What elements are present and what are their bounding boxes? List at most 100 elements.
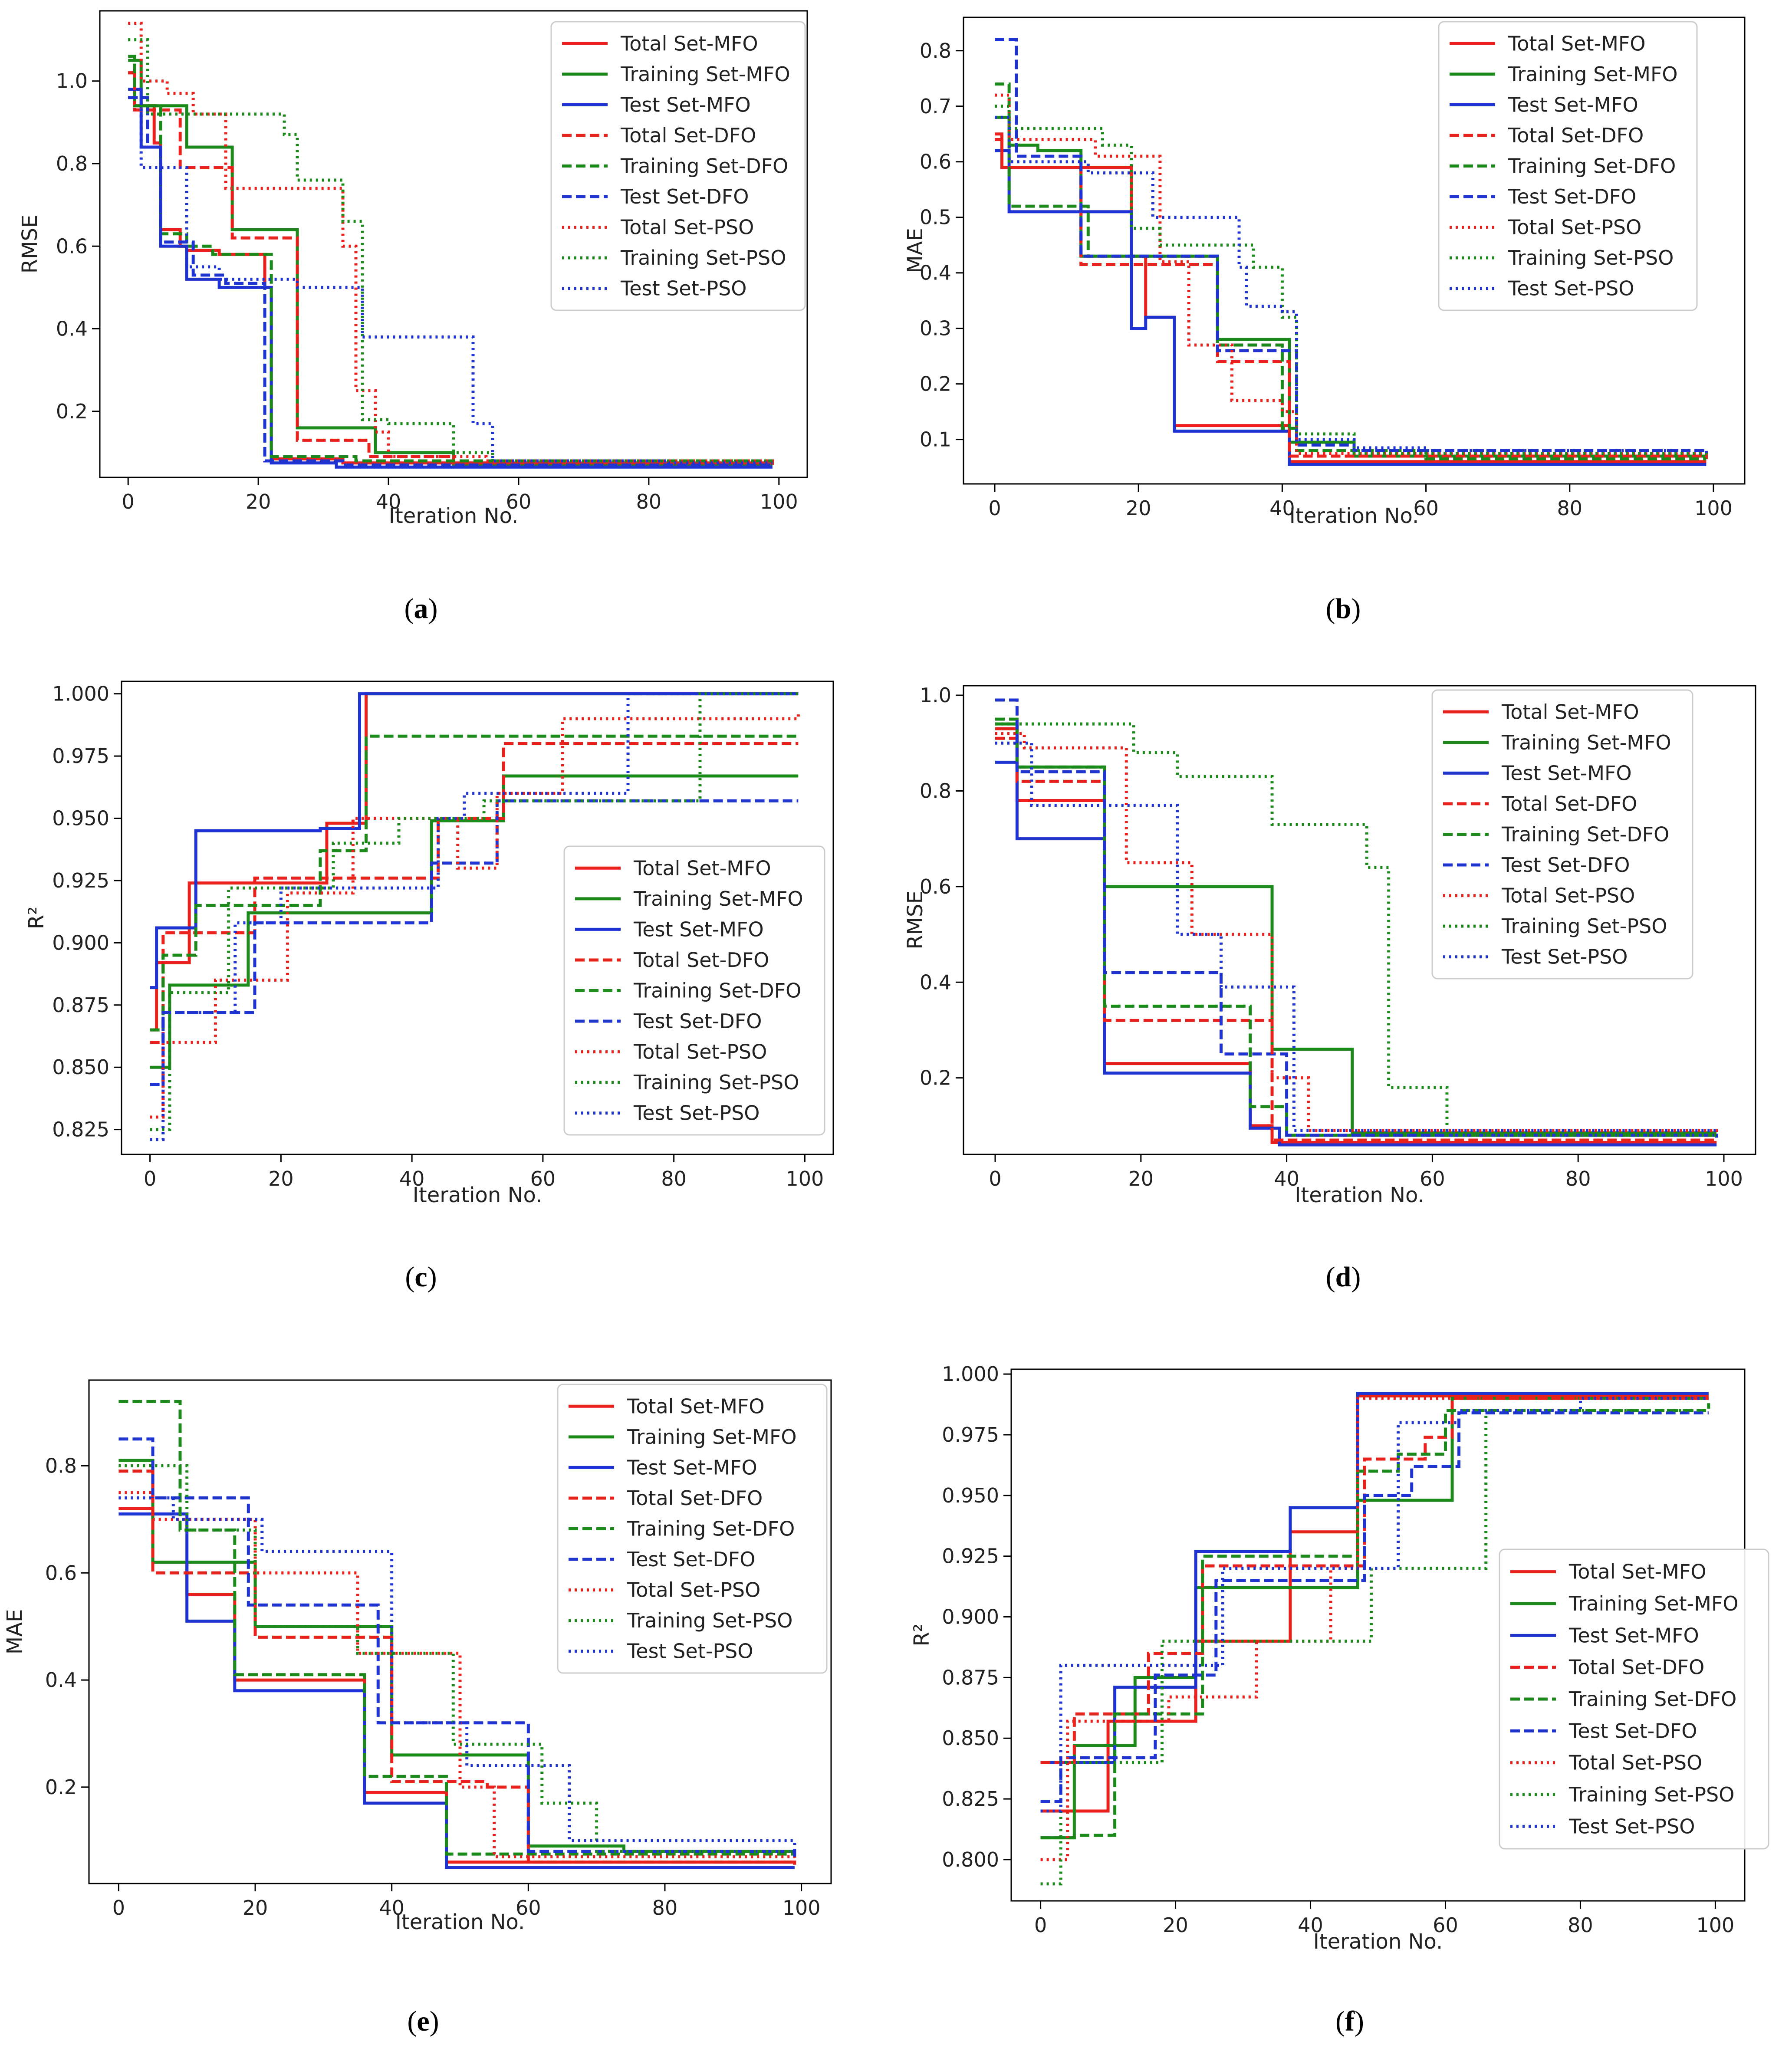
series-group xyxy=(128,22,774,469)
legend-label: Training Set-MFO xyxy=(1508,62,1678,86)
x-tick-label: 80 xyxy=(1565,1167,1591,1190)
legend-label: Test Set-MFO xyxy=(1508,93,1638,116)
x-tick-label: 80 xyxy=(652,1896,678,1920)
legend-label: Training Set-DFO xyxy=(1508,155,1676,178)
x-tick-label: 60 xyxy=(530,1167,556,1190)
legend-label: Training Set-DFO xyxy=(620,155,788,178)
x-tick-label: 0 xyxy=(144,1167,156,1190)
series-line-test-set-dfo xyxy=(1040,1411,1709,1803)
series-line-test-set-mfo xyxy=(128,88,773,469)
legend: Total Set-MFO Training Set-MFO Test Set-MF… xyxy=(557,1384,828,1674)
chart-panel-e: 0 20 40 60 80 100 0.2 0.4 0.6 0.8 Iteration No. MAE… xyxy=(0,1350,896,2048)
series-line-training-set-dfo xyxy=(995,82,1707,460)
legend-label: Training Set-DFO xyxy=(1568,1687,1736,1711)
y-tick-label: 0.4 xyxy=(920,261,951,285)
series-line-training-set-pso xyxy=(995,105,1708,457)
y-tick-label: 0.925 xyxy=(52,869,109,892)
y-tick-label: 0.7 xyxy=(920,95,951,118)
y-tick-label: 0.850 xyxy=(52,1055,109,1079)
legend-label: Total Set-MFO xyxy=(620,32,758,55)
x-tick-label: 60 xyxy=(506,490,532,513)
caption-c: (c) xyxy=(405,1261,437,1293)
legend-label: Total Set-MFO xyxy=(1568,1560,1707,1584)
x-tick-label: 80 xyxy=(1557,496,1583,520)
y-tick-label: 0.3 xyxy=(920,317,951,340)
legend-label: Test Set-MFO xyxy=(633,917,764,941)
series-line-test-set-pso xyxy=(995,115,1708,454)
y-tick-label: 0.875 xyxy=(52,993,109,1017)
legend-box xyxy=(1499,1548,1769,1850)
legend-label: Total Set-DFO xyxy=(620,124,756,147)
x-tick-label: 100 xyxy=(1696,1913,1734,1937)
x-tick-label: 40 xyxy=(379,1896,404,1920)
chart-svg-a: 0 20 40 60 80 100 0.2 0.4 0.6 0.8 1.0 Iteration No.… xyxy=(18,10,808,528)
caption-e: (e) xyxy=(407,2005,439,2037)
legend-label: Test Set-PSO xyxy=(620,277,747,300)
legend-label: Total Set-PSO xyxy=(1568,1751,1702,1775)
legend-label: Training Set-MFO xyxy=(1501,731,1671,754)
plot-frame xyxy=(963,16,1746,485)
legend-label: Test Set-PSO xyxy=(633,1101,760,1125)
y-axis-label: MAE xyxy=(3,1609,27,1655)
x-tick-label: 100 xyxy=(1694,496,1733,520)
legend-label: Total Set-DFO xyxy=(627,1486,763,1510)
x-axis-label: Iteration No. xyxy=(1289,504,1419,528)
y-tick-label: 0.975 xyxy=(52,744,109,768)
y-axis-label: RMSE xyxy=(18,215,42,274)
y-tick-label: 0.975 xyxy=(942,1423,999,1446)
caption-b: (b) xyxy=(1325,593,1361,625)
series-line-total-set-pso xyxy=(118,1491,796,1862)
legend-label: Test Set-DFO xyxy=(1568,1719,1697,1742)
legend-label: Test Set-DFO xyxy=(633,1009,762,1033)
y-tick-label: 0.875 xyxy=(942,1666,999,1689)
x-tick-label: 20 xyxy=(243,1896,268,1920)
series-line-total-set-dfo xyxy=(128,71,773,465)
x-tick-label: 40 xyxy=(376,490,401,513)
legend-label: Training Set-DFO xyxy=(1501,823,1669,846)
caption-f: (f) xyxy=(1335,2005,1364,2037)
y-tick-label: 0.4 xyxy=(45,1668,77,1692)
series-line-test-set-dfo xyxy=(118,1437,796,1857)
x-tick-label: 20 xyxy=(1128,1167,1154,1190)
legend-label: Total Set-PSO xyxy=(620,216,754,239)
x-tick-label: 80 xyxy=(636,490,662,513)
legend-label: Test Set-MFO xyxy=(1568,1624,1699,1647)
series-line-total-set-dfo xyxy=(150,742,799,1044)
y-tick-label: 0.6 xyxy=(920,150,951,174)
x-axis-label: Iteration No. xyxy=(1295,1183,1424,1207)
legend-label: Test Set-MFO xyxy=(620,93,751,116)
y-tick-label: 0.950 xyxy=(942,1484,999,1507)
legend-label: Test Set-DFO xyxy=(1508,185,1636,208)
series-line-test-set-mfo xyxy=(118,1512,795,1869)
x-tick-label: 100 xyxy=(1705,1167,1743,1190)
series-line-test-set-pso xyxy=(128,96,773,465)
legend-label: Total Set-DFO xyxy=(1568,1656,1704,1679)
series-line-total-set-pso xyxy=(995,732,1718,1135)
series-group xyxy=(995,698,1718,1147)
y-tick-label: 0.2 xyxy=(56,400,88,423)
x-tick-label: 0 xyxy=(122,490,135,513)
chart-panel-a: 0 20 40 60 80 100 0.2 0.4 0.6 0.8 1.0 Iteration No.… xyxy=(0,0,896,642)
x-tick-label: 80 xyxy=(661,1167,687,1190)
legend-box xyxy=(1438,21,1698,311)
legend: Total Set-MFO Training Set-MFO Test Set-MF… xyxy=(563,845,825,1136)
chart-svg-c: 0 20 40 60 80 100 0.825 0.850 0.875 0.900 0.925 0.9… xyxy=(24,680,834,1207)
x-tick-label: 60 xyxy=(1420,1167,1445,1190)
chart-svg-f: 0 20 40 60 80 100 0.800 0.825 0.850 0.875 0.900 0.9… xyxy=(910,1362,1769,1954)
legend-label: Total Set-MFO xyxy=(1501,700,1639,723)
y-tick-label: 0.900 xyxy=(52,931,109,954)
y-axis-label: RMSE xyxy=(903,891,927,950)
chart-svg-d: 0 20 40 60 80 100 0.2 0.4 0.6 0.8 1.0 Iteration No.… xyxy=(903,684,1756,1207)
series-line-total-set-pso xyxy=(150,713,800,1119)
plot-frame xyxy=(88,1379,832,1884)
legend-label: Total Set-DFO xyxy=(633,948,769,972)
legend-label: Training Set-PSO xyxy=(633,1071,799,1094)
legend-label: Test Set-PSO xyxy=(1501,945,1628,969)
x-tick-label: 60 xyxy=(1433,1913,1458,1937)
plot-frame xyxy=(963,685,1756,1155)
series-line-test-set-dfo xyxy=(995,698,1718,1138)
x-tick-label: 80 xyxy=(1568,1913,1593,1937)
legend-box xyxy=(557,1384,828,1674)
y-tick-label: 0.8 xyxy=(45,1454,77,1477)
chart-panel-d: 0 20 40 60 80 100 0.2 0.4 0.6 0.8 1.0 Iteration No.… xyxy=(896,655,1792,1332)
